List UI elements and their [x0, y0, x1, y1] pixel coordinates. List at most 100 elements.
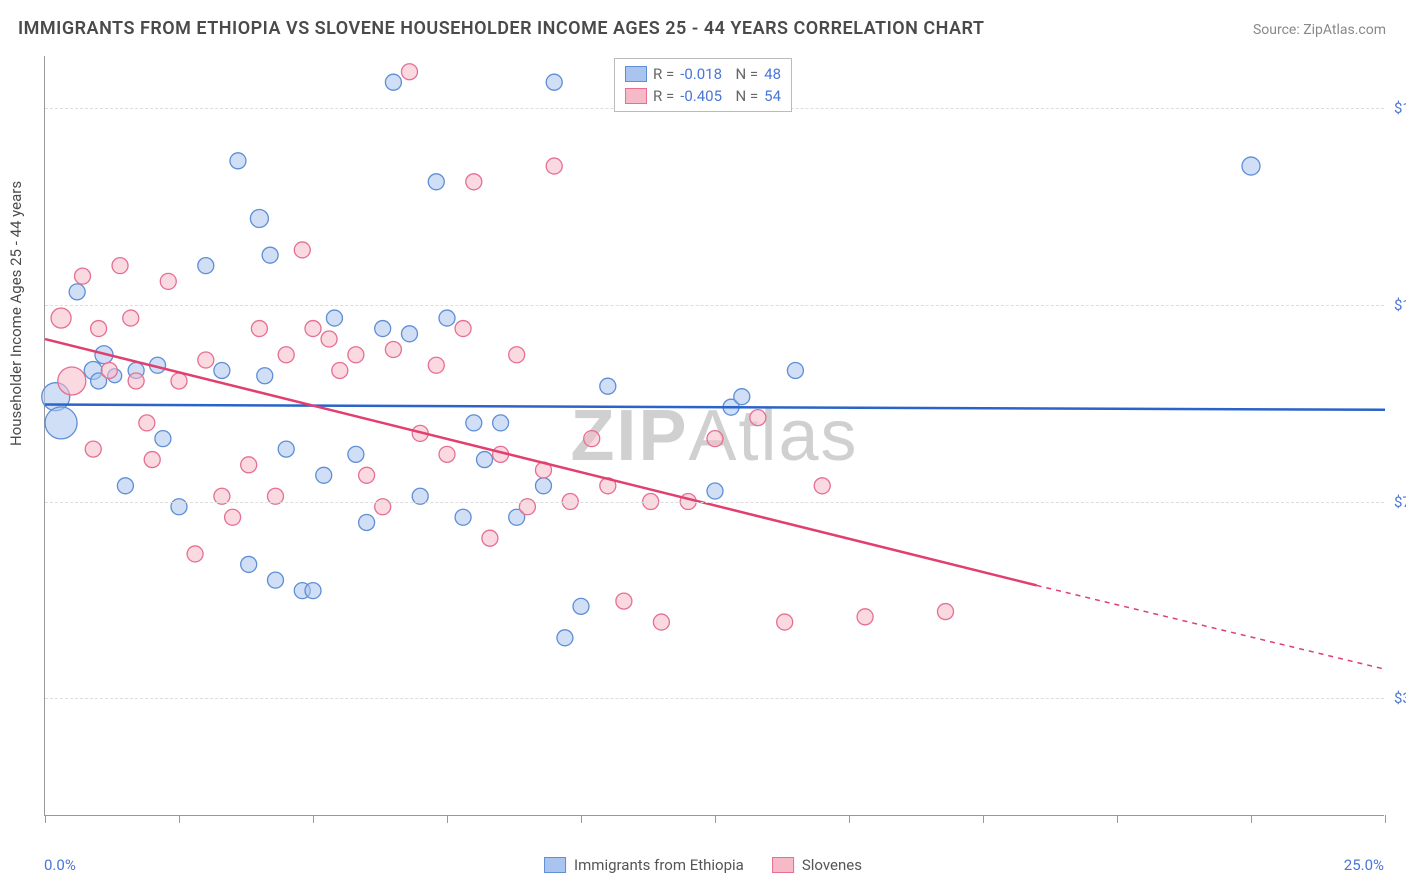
scatter-point	[257, 368, 273, 384]
trend-line-a	[45, 405, 1385, 410]
scatter-point	[493, 415, 509, 431]
scatter-point	[294, 242, 310, 258]
xaxis-max-label: 25.0%	[1344, 856, 1384, 874]
scatter-point	[734, 389, 750, 405]
scatter-point	[535, 478, 551, 494]
scatter-point	[51, 308, 71, 328]
legend-item-a: Immigrants from Ethiopia	[544, 856, 744, 874]
xtick	[849, 815, 850, 823]
grid-line	[45, 502, 1384, 503]
scatter-point	[557, 630, 573, 646]
grid-line	[45, 305, 1384, 306]
scatter-point	[58, 367, 86, 395]
scatter-point	[241, 457, 257, 473]
scatter-point	[144, 452, 160, 468]
swatch-b-bottom	[772, 857, 794, 873]
scatter-point	[91, 321, 107, 337]
scatter-point	[278, 441, 294, 457]
scatter-point	[375, 321, 391, 337]
scatter-point	[439, 310, 455, 326]
chart-title: IMMIGRANTS FROM ETHIOPIA VS SLOVENE HOUS…	[18, 18, 985, 39]
plot-area: ZIPAtlas $37,500$75,000$112,500$150,000	[44, 56, 1384, 816]
scatter-point	[616, 593, 632, 609]
scatter-point	[814, 478, 830, 494]
scatter-point	[348, 446, 364, 462]
yaxis-title: Householder Income Ages 25 - 44 years	[7, 181, 25, 446]
scatter-point	[584, 431, 600, 447]
scatter-point	[455, 321, 471, 337]
scatter-point	[857, 609, 873, 625]
scatter-point	[139, 415, 155, 431]
scatter-point	[251, 321, 267, 337]
scatter-point	[230, 153, 246, 169]
scatter-point	[401, 326, 417, 342]
scatter-point	[707, 431, 723, 447]
source-label: Source: ZipAtlas.com	[1253, 22, 1386, 38]
scatter-point	[214, 362, 230, 378]
scatter-point	[385, 74, 401, 90]
grid-line	[45, 698, 1384, 699]
chart-container: IMMIGRANTS FROM ETHIOPIA VS SLOVENE HOUS…	[0, 0, 1406, 892]
scatter-point	[401, 64, 417, 80]
scatter-point	[321, 331, 337, 347]
scatter-point	[241, 556, 257, 572]
scatter-point	[305, 583, 321, 599]
xtick	[179, 815, 180, 823]
scatter-point	[477, 452, 493, 468]
scatter-point	[509, 347, 525, 363]
scatter-point	[250, 209, 268, 227]
scatter-point	[187, 546, 203, 562]
scatter-point	[262, 247, 278, 263]
scatter-point	[707, 483, 723, 499]
legend-row-b: R = -0.405 N = 54	[625, 85, 781, 107]
scatter-point	[326, 310, 342, 326]
scatter-point	[305, 321, 321, 337]
scatter-point	[348, 347, 364, 363]
scatter-point	[546, 74, 562, 90]
xtick	[1251, 815, 1252, 823]
scatter-point	[75, 268, 91, 284]
scatter-point	[777, 614, 793, 630]
swatch-a-bottom	[544, 857, 566, 873]
scatter-point	[385, 342, 401, 358]
scatter-point	[439, 446, 455, 462]
scatter-point	[101, 362, 117, 378]
scatter-point	[198, 258, 214, 274]
xtick	[447, 815, 448, 823]
ytick-label: $112,500	[1394, 296, 1406, 314]
scatter-point	[428, 174, 444, 190]
scatter-point	[466, 415, 482, 431]
scatter-point	[455, 509, 471, 525]
scatter-point	[937, 604, 953, 620]
xtick	[581, 815, 582, 823]
scatter-point	[112, 258, 128, 274]
series-legend: Immigrants from Ethiopia Slovenes	[544, 856, 862, 874]
scatter-point	[85, 441, 101, 457]
swatch-a	[625, 66, 647, 82]
legend-row-a: R = -0.018 N = 48	[625, 63, 781, 85]
trend-line-b-ext	[1037, 585, 1385, 669]
xtick	[983, 815, 984, 823]
scatter-point	[546, 158, 562, 174]
xtick	[1385, 815, 1386, 823]
scatter-point	[155, 431, 171, 447]
scatter-point	[128, 373, 144, 389]
scatter-point	[600, 378, 616, 394]
scatter-point	[278, 347, 294, 363]
xtick	[313, 815, 314, 823]
scatter-point	[160, 273, 176, 289]
scatter-point	[359, 467, 375, 483]
scatter-point	[750, 410, 766, 426]
swatch-b	[625, 88, 647, 104]
scatter-point	[117, 478, 133, 494]
scatter-point	[653, 614, 669, 630]
xtick	[715, 815, 716, 823]
ytick-label: $75,000	[1394, 493, 1406, 511]
scatter-point	[69, 284, 85, 300]
scatter-point	[198, 352, 214, 368]
xtick	[45, 815, 46, 823]
scatter-point	[225, 509, 241, 525]
scatter-point	[267, 572, 283, 588]
scatter-point	[428, 357, 444, 373]
scatter-point	[316, 467, 332, 483]
